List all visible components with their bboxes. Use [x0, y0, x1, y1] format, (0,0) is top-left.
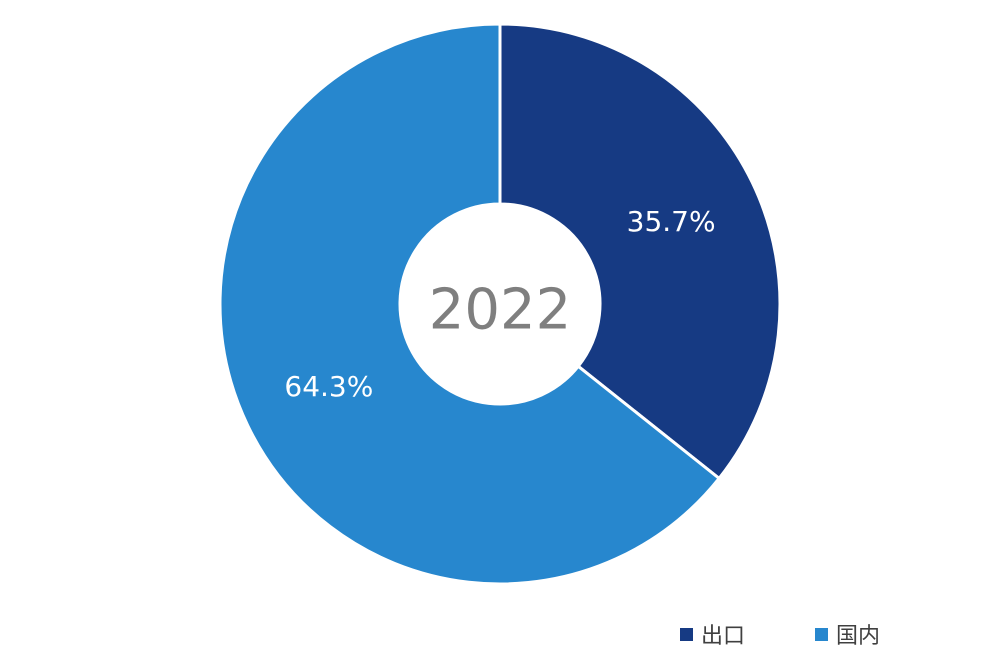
- legend-swatch-export: [680, 627, 693, 641]
- donut-slices: [218, 22, 782, 586]
- legend: 出口 国内: [680, 618, 880, 650]
- legend-swatch-domestic: [815, 627, 829, 641]
- legend-entry-export: 出口: [680, 618, 745, 650]
- legend-label-export: 出口: [701, 624, 746, 649]
- slice-export-label: 35.7%: [627, 205, 716, 238]
- slice-labels: 35.7% 64.3%: [284, 205, 715, 403]
- slice-domestic: [218, 22, 722, 586]
- legend-entry-domestic: 国内: [815, 618, 880, 650]
- slice-export: [498, 22, 782, 481]
- legend-label-domestic: 国内: [836, 624, 881, 649]
- slice-domestic-label: 64.3%: [284, 370, 373, 403]
- center-year-label: 2022: [429, 278, 572, 343]
